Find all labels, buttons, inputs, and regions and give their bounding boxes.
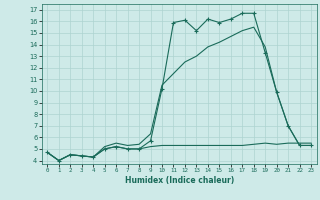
X-axis label: Humidex (Indice chaleur): Humidex (Indice chaleur): [124, 176, 234, 185]
